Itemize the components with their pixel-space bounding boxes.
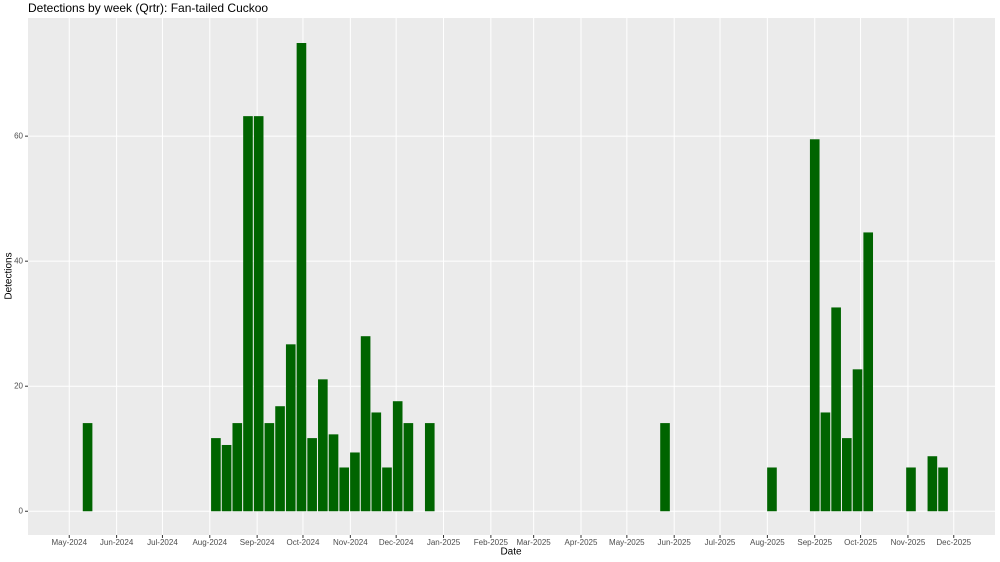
chart-title: Detections by week (Qrtr): Fan-tailed Cu… [28, 1, 268, 15]
x-tick-label: Oct-2025 [844, 538, 877, 547]
y-tick-label: 40 [14, 256, 23, 265]
bar [660, 423, 670, 512]
x-tick-label: Apr-2025 [565, 538, 598, 547]
bar [328, 434, 339, 512]
bar [424, 423, 435, 512]
x-tick-label: Dec-2025 [936, 538, 971, 547]
x-tick-label: Jun-2024 [100, 538, 134, 547]
bar [371, 412, 382, 512]
x-axis-title: Date [500, 547, 522, 558]
x-tick-label: Jul-2025 [705, 538, 736, 547]
y-axis-title: Detections [4, 252, 15, 299]
x-tick-label: Nov-2025 [891, 538, 926, 547]
x-tick-label: Oct-2024 [287, 538, 320, 547]
bar [296, 43, 307, 512]
bar [221, 444, 232, 512]
bar [275, 406, 285, 512]
x-tick-label: May-2025 [609, 538, 645, 547]
bar [232, 423, 243, 512]
bar [307, 438, 317, 512]
bar [767, 467, 777, 512]
x-tick-label: Aug-2024 [192, 538, 227, 547]
bar [285, 344, 296, 512]
bar [211, 438, 221, 512]
bar [831, 307, 841, 512]
bar [863, 232, 874, 512]
x-tick-label: Feb-2025 [474, 538, 509, 547]
bar [392, 401, 403, 512]
bar [243, 116, 253, 512]
bar [360, 336, 371, 512]
bar [852, 369, 863, 512]
bar [82, 423, 93, 512]
bar [938, 467, 948, 512]
bar [253, 116, 264, 512]
bar [382, 467, 392, 512]
x-tick-label: Mar-2025 [517, 538, 552, 547]
x-tick-label: Sep-2024 [240, 538, 275, 547]
bar [264, 423, 275, 512]
bar [842, 438, 852, 512]
x-tick-label: Jan-2025 [427, 538, 461, 547]
bar [820, 412, 831, 512]
x-tick-label: Jun-2025 [658, 538, 692, 547]
x-tick-label: Dec-2024 [379, 538, 414, 547]
y-tick-label: 0 [19, 506, 24, 515]
x-tick-label: Nov-2024 [333, 538, 368, 547]
bar [350, 452, 360, 512]
x-tick-label: Jul-2024 [147, 538, 178, 547]
x-tick-label: Sep-2025 [797, 538, 832, 547]
bar [927, 456, 938, 512]
x-tick-label: May-2024 [51, 538, 87, 547]
x-tick-label: Aug-2025 [750, 538, 785, 547]
bar [906, 467, 916, 512]
bar [339, 467, 350, 512]
y-tick-label: 60 [14, 131, 23, 140]
bar [318, 379, 328, 512]
bar [809, 139, 820, 512]
y-tick-label: 20 [14, 381, 23, 390]
bar [403, 423, 414, 512]
